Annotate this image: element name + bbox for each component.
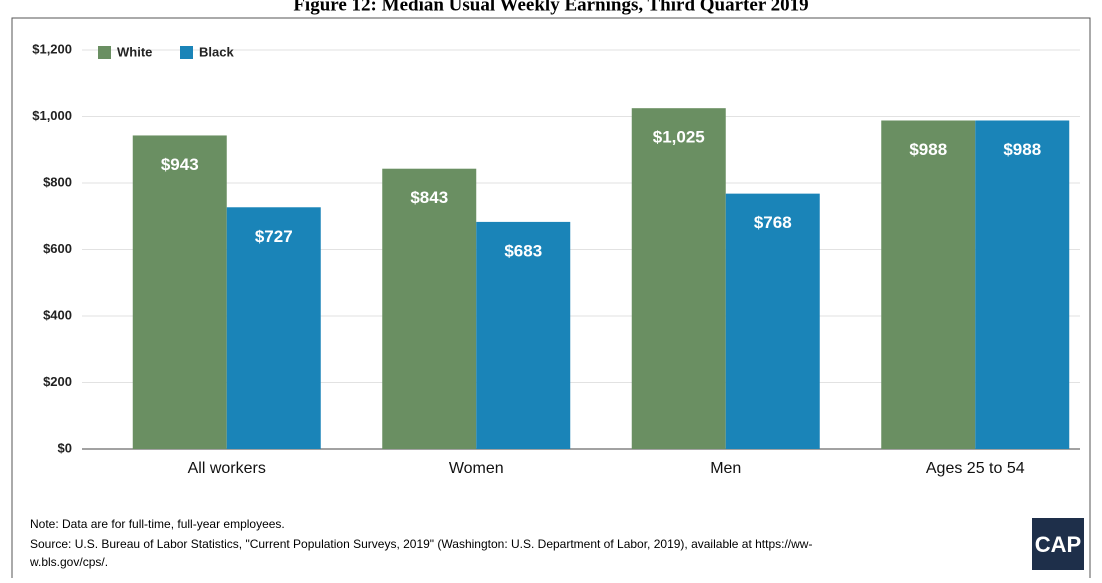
- x-tick-label: Men: [710, 460, 741, 477]
- y-tick-label: $1,000: [32, 108, 72, 123]
- legend-swatch: [180, 46, 193, 59]
- value-label: $1,025: [653, 128, 705, 147]
- x-tick-label: All workers: [188, 460, 266, 477]
- logo-box: [1032, 518, 1084, 570]
- x-tick-label: Women: [449, 460, 504, 477]
- value-label: $843: [410, 188, 448, 207]
- y-tick-label: $400: [43, 307, 72, 322]
- y-tick-label: $0: [58, 440, 72, 455]
- value-label: $988: [1003, 140, 1041, 159]
- bar: [975, 120, 1070, 450]
- y-tick-label: $200: [43, 374, 72, 389]
- legend-label: Black: [199, 44, 234, 59]
- bar: [132, 135, 227, 449]
- bar: [382, 168, 477, 449]
- bar: [476, 221, 571, 449]
- value-label: $727: [255, 227, 293, 246]
- frame: [11, 17, 1091, 583]
- y-tick-label: $800: [43, 174, 72, 189]
- value-label: $683: [504, 241, 542, 260]
- value-label: $768: [754, 213, 792, 232]
- bar: [725, 193, 820, 449]
- chart-title: Figure 12: Median Usual Weekly Earnings,…: [293, 0, 808, 15]
- note: Source: U.S. Bureau of Labor Statistics,…: [30, 537, 812, 551]
- y-tick-label: $600: [43, 241, 72, 256]
- bar: [226, 207, 321, 449]
- note: Note: Data are for full-time, full-year …: [30, 517, 285, 531]
- note: w.bls.gov/cps/.: [29, 555, 108, 569]
- value-label: $988: [909, 140, 947, 159]
- y-tick-label: $1,200: [32, 41, 72, 56]
- logo: CAP: [1035, 532, 1081, 557]
- value-label: $943: [161, 155, 199, 174]
- legend-label: White: [117, 44, 152, 59]
- bar: [631, 108, 726, 449]
- legend-swatch: [98, 46, 111, 59]
- bar: [881, 120, 976, 450]
- x-tick-label: Ages 25 to 54: [926, 460, 1025, 477]
